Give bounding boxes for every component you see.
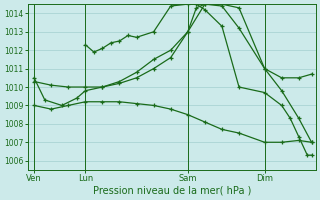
X-axis label: Pression niveau de la mer( hPa ): Pression niveau de la mer( hPa ) [92, 186, 251, 196]
